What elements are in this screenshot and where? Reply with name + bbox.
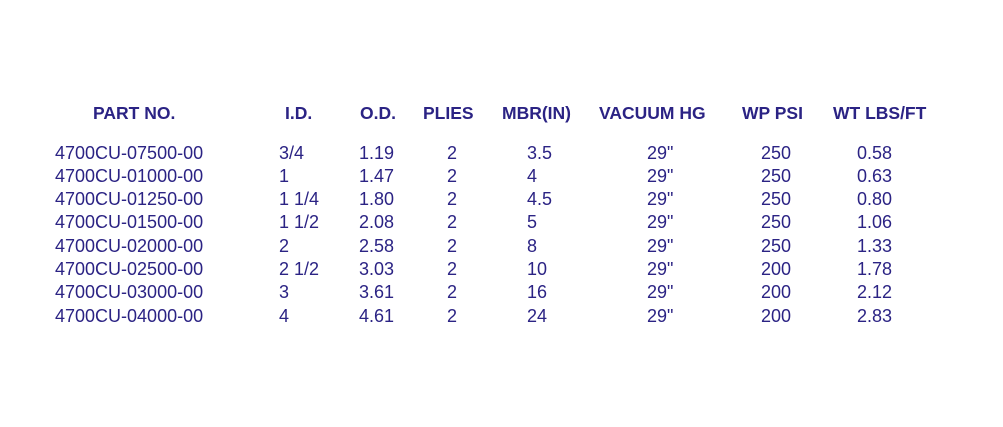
cell-wp-psi: 250 <box>761 166 792 186</box>
header-wp-psi: WP PSI <box>742 103 803 123</box>
cell-vacuum-hg: 29" <box>647 166 674 186</box>
cell-id: 3/4 <box>279 143 305 163</box>
cell-mbr: 8 <box>527 236 538 256</box>
cell-od: 2.08 <box>359 212 395 232</box>
cell-wt-lbs-ft: 0.80 <box>857 189 893 209</box>
cell-wp-psi: 250 <box>761 143 792 163</box>
cell-id: 1 <box>279 166 290 186</box>
cell-mbr: 3.5 <box>527 143 553 163</box>
cell-plies: 2 <box>447 189 458 209</box>
cell-part-no: 4700CU-01500-00 <box>55 212 204 232</box>
cell-mbr: 16 <box>527 282 548 302</box>
cell-vacuum-hg: 29" <box>647 143 674 163</box>
cell-mbr: 10 <box>527 259 548 279</box>
cell-wp-psi: 250 <box>761 236 792 256</box>
cell-od: 2.58 <box>359 236 395 256</box>
cell-wt-lbs-ft: 0.63 <box>857 166 893 186</box>
cell-wp-psi: 250 <box>761 189 792 209</box>
header-mbr: MBR(IN) <box>502 103 572 123</box>
cell-mbr: 4 <box>527 166 538 186</box>
cell-mbr: 4.5 <box>527 189 553 209</box>
cell-id: 3 <box>279 282 290 302</box>
cell-plies: 2 <box>447 259 458 279</box>
cell-vacuum-hg: 29" <box>647 236 674 256</box>
cell-wp-psi: 200 <box>761 259 792 279</box>
cell-mbr: 24 <box>527 306 548 326</box>
cell-od: 3.61 <box>359 282 395 302</box>
header-plies: PLIES <box>423 103 474 123</box>
cell-id: 2 <box>279 236 290 256</box>
cell-vacuum-hg: 29" <box>647 259 674 279</box>
cell-wt-lbs-ft: 1.06 <box>857 212 893 232</box>
cell-vacuum-hg: 29" <box>647 189 674 209</box>
cell-part-no: 4700CU-02500-00 <box>55 259 204 279</box>
cell-id: 4 <box>279 306 290 326</box>
cell-wt-lbs-ft: 0.58 <box>857 143 893 163</box>
header-od: O.D. <box>360 103 396 123</box>
cell-plies: 2 <box>447 143 458 163</box>
cell-plies: 2 <box>447 306 458 326</box>
cell-od: 3.03 <box>359 259 395 279</box>
cell-part-no: 4700CU-07500-00 <box>55 143 204 163</box>
cell-wt-lbs-ft: 1.33 <box>857 236 893 256</box>
cell-vacuum-hg: 29" <box>647 282 674 302</box>
cell-plies: 2 <box>447 282 458 302</box>
cell-plies: 2 <box>447 166 458 186</box>
cell-part-no: 4700CU-01250-00 <box>55 189 204 209</box>
cell-id: 1 1/2 <box>279 212 320 232</box>
cell-mbr: 5 <box>527 212 538 232</box>
header-part-no: PART NO. <box>93 103 176 123</box>
header-wt-lbs-ft: WT LBS/FT <box>833 103 927 123</box>
cell-od: 1.19 <box>359 143 395 163</box>
cell-id: 1 1/4 <box>279 189 320 209</box>
cell-part-no: 4700CU-03000-00 <box>55 282 204 302</box>
cell-wt-lbs-ft: 2.83 <box>857 306 893 326</box>
cell-vacuum-hg: 29" <box>647 212 674 232</box>
cell-plies: 2 <box>447 212 458 232</box>
cell-od: 1.80 <box>359 189 395 209</box>
cell-wp-psi: 200 <box>761 282 792 302</box>
cell-wt-lbs-ft: 2.12 <box>857 282 893 302</box>
cell-wp-psi: 250 <box>761 212 792 232</box>
cell-od: 1.47 <box>359 166 395 186</box>
cell-vacuum-hg: 29" <box>647 306 674 326</box>
header-id: I.D. <box>285 103 313 123</box>
cell-wp-psi: 200 <box>761 306 792 326</box>
cell-part-no: 4700CU-01000-00 <box>55 166 204 186</box>
cell-part-no: 4700CU-02000-00 <box>55 236 204 256</box>
cell-part-no: 4700CU-04000-00 <box>55 306 204 326</box>
cell-od: 4.61 <box>359 306 395 326</box>
cell-plies: 2 <box>447 236 458 256</box>
header-vacuum-hg: VACUUM HG <box>599 103 706 123</box>
cell-id: 2 1/2 <box>279 259 320 279</box>
cell-wt-lbs-ft: 1.78 <box>857 259 893 279</box>
